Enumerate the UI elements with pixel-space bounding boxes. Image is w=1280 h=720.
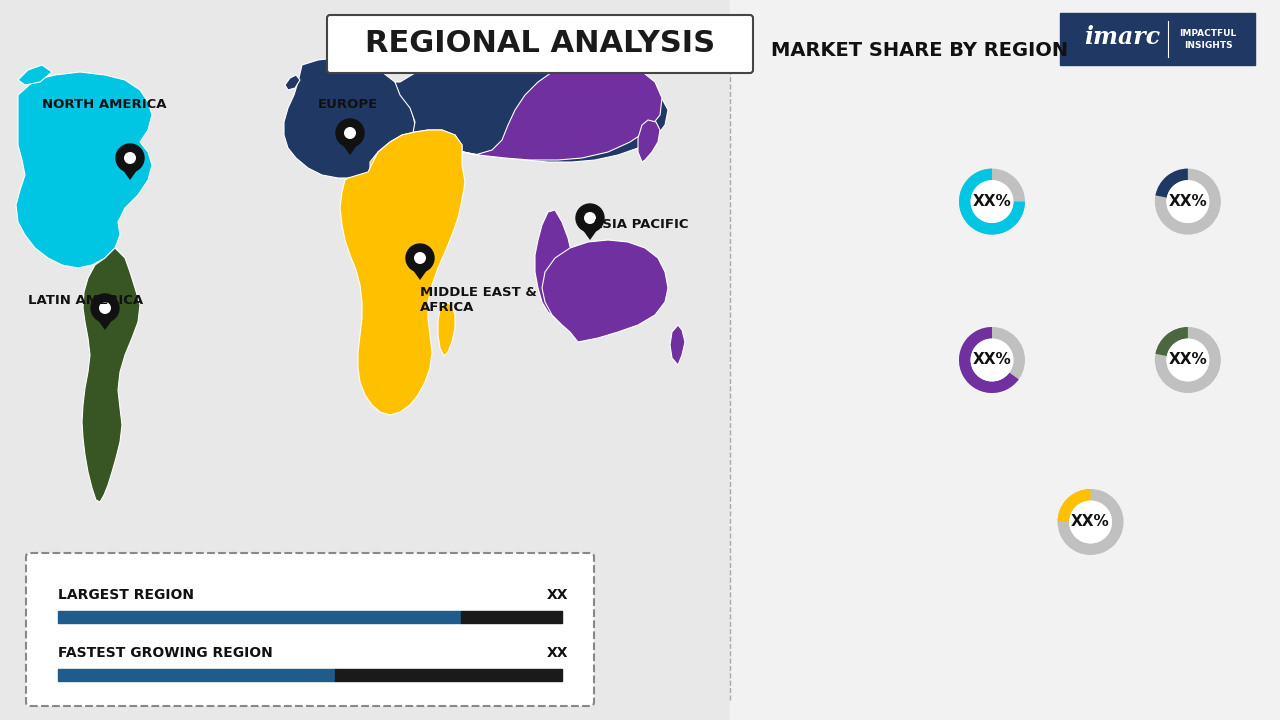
Wedge shape <box>1156 327 1188 356</box>
Polygon shape <box>535 210 575 318</box>
Polygon shape <box>541 240 668 342</box>
Text: XX%: XX% <box>1071 515 1110 529</box>
Bar <box>1060 13 1254 65</box>
Text: imarc: imarc <box>1084 25 1160 49</box>
Wedge shape <box>1155 168 1221 235</box>
Wedge shape <box>1057 489 1091 522</box>
Text: LARGEST REGION: LARGEST REGION <box>58 588 195 602</box>
Polygon shape <box>580 226 600 240</box>
Circle shape <box>406 244 434 272</box>
Text: LATIN AMERICA: LATIN AMERICA <box>28 294 143 307</box>
Polygon shape <box>438 302 454 356</box>
Polygon shape <box>120 166 140 180</box>
Polygon shape <box>18 65 52 85</box>
Polygon shape <box>285 75 300 90</box>
Text: EUROPE: EUROPE <box>317 99 379 112</box>
Polygon shape <box>340 141 360 155</box>
Wedge shape <box>1057 489 1124 555</box>
Polygon shape <box>572 272 645 312</box>
Text: REGIONAL ANALYSIS: REGIONAL ANALYSIS <box>365 30 716 58</box>
Polygon shape <box>454 60 662 160</box>
Polygon shape <box>370 130 462 178</box>
Bar <box>335 669 562 681</box>
Circle shape <box>344 127 356 139</box>
Bar <box>0 0 730 720</box>
Wedge shape <box>959 168 1025 235</box>
Text: INSIGHTS: INSIGHTS <box>1184 40 1233 50</box>
Text: MARKET SHARE BY REGION: MARKET SHARE BY REGION <box>772 40 1069 60</box>
Circle shape <box>413 252 426 264</box>
Polygon shape <box>340 130 465 415</box>
Text: MIDDLE EAST &
AFRICA: MIDDLE EAST & AFRICA <box>420 286 536 314</box>
Text: XX: XX <box>547 646 568 660</box>
Text: IMPACTFUL: IMPACTFUL <box>1179 29 1236 37</box>
Circle shape <box>970 338 1014 382</box>
Circle shape <box>1069 500 1112 544</box>
Wedge shape <box>959 327 1025 393</box>
Text: XX: XX <box>547 588 568 602</box>
Wedge shape <box>959 327 1019 393</box>
Bar <box>730 0 1280 720</box>
Circle shape <box>576 204 604 232</box>
Circle shape <box>1166 180 1210 223</box>
Circle shape <box>335 119 364 147</box>
Polygon shape <box>15 72 152 268</box>
FancyBboxPatch shape <box>326 15 753 73</box>
Circle shape <box>584 212 596 224</box>
Circle shape <box>116 144 143 172</box>
Polygon shape <box>396 55 668 162</box>
Text: FASTEST GROWING REGION: FASTEST GROWING REGION <box>58 646 273 660</box>
Text: ASIA PACIFIC: ASIA PACIFIC <box>591 218 689 232</box>
FancyBboxPatch shape <box>26 553 594 706</box>
Polygon shape <box>637 120 660 162</box>
Polygon shape <box>284 58 415 178</box>
Circle shape <box>970 180 1014 223</box>
Wedge shape <box>959 168 1025 235</box>
Polygon shape <box>335 40 352 58</box>
Text: XX%: XX% <box>973 353 1011 367</box>
Circle shape <box>91 294 119 322</box>
Text: NORTH AMERICA: NORTH AMERICA <box>42 99 166 112</box>
Polygon shape <box>95 316 115 330</box>
Text: XX%: XX% <box>1169 353 1207 367</box>
Polygon shape <box>669 325 685 365</box>
Wedge shape <box>1155 327 1221 393</box>
Circle shape <box>1166 338 1210 382</box>
Bar <box>58 611 461 623</box>
Circle shape <box>124 152 136 164</box>
Bar <box>461 611 562 623</box>
Wedge shape <box>1156 168 1188 197</box>
Text: XX%: XX% <box>973 194 1011 209</box>
Text: XX%: XX% <box>1169 194 1207 209</box>
Circle shape <box>99 302 111 314</box>
Bar <box>58 669 335 681</box>
Polygon shape <box>82 248 140 502</box>
Polygon shape <box>410 266 430 280</box>
